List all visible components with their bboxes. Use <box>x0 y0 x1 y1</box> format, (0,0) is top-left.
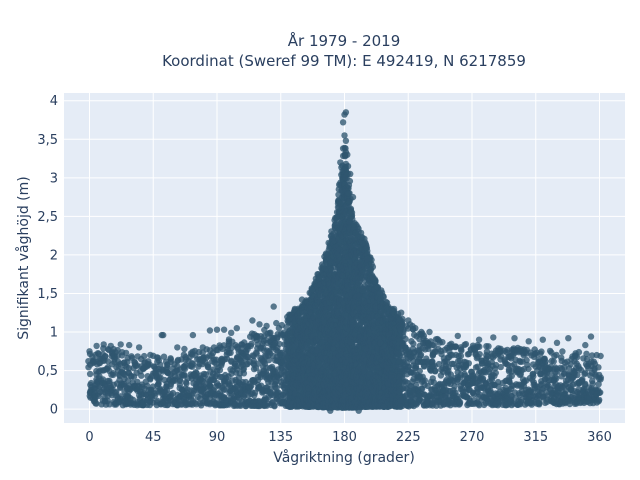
data-point <box>417 352 424 360</box>
data-point <box>439 339 446 346</box>
data-point <box>180 364 187 372</box>
data-point <box>461 370 468 378</box>
chart-title-line2: Koordinat (Sweref 99 TM): E 492419, N 62… <box>162 52 526 70</box>
data-point <box>101 353 109 360</box>
data-point <box>497 363 504 371</box>
data-points <box>85 109 604 414</box>
data-point <box>550 358 557 365</box>
data-point <box>458 347 465 354</box>
data-point <box>122 349 130 357</box>
data-point <box>525 365 532 373</box>
data-point <box>189 360 196 367</box>
data-point <box>183 380 190 387</box>
data-point <box>251 392 258 399</box>
data-point <box>447 371 455 378</box>
data-point <box>410 340 417 347</box>
data-point <box>157 361 164 368</box>
data-point <box>93 400 100 407</box>
data-point <box>423 355 430 362</box>
data-point <box>127 395 134 402</box>
data-point <box>412 381 420 389</box>
data-point <box>489 381 496 388</box>
data-point <box>559 348 566 355</box>
data-point <box>112 389 119 396</box>
data-point <box>416 367 423 375</box>
data-point <box>474 363 481 370</box>
data-point <box>218 355 225 362</box>
data-point <box>553 351 560 359</box>
data-point <box>248 340 255 347</box>
data-point <box>265 348 272 356</box>
data-point <box>110 370 117 377</box>
data-point <box>272 383 279 391</box>
data-point <box>267 329 274 336</box>
data-point <box>485 343 492 350</box>
data-point <box>206 382 213 389</box>
data-point <box>462 340 470 348</box>
data-point <box>240 370 248 377</box>
data-point <box>538 348 545 355</box>
data-point <box>452 343 459 351</box>
data-point <box>554 392 561 400</box>
data-point <box>86 370 94 378</box>
data-point <box>227 349 234 356</box>
data-point <box>552 374 559 381</box>
data-point <box>597 376 604 383</box>
data-point <box>432 367 439 374</box>
data-point <box>575 348 583 356</box>
data-point <box>160 353 168 360</box>
data-point <box>456 398 464 406</box>
data-point <box>476 402 483 409</box>
x-gridlines <box>89 93 600 423</box>
chart-title-line1: År 1979 - 2019 <box>288 31 401 50</box>
data-point <box>429 341 436 349</box>
data-point <box>476 343 483 350</box>
data-point <box>222 386 229 393</box>
data-point <box>204 363 211 370</box>
data-point <box>85 364 92 371</box>
data-point <box>542 358 549 365</box>
data-point <box>128 353 135 360</box>
data-point <box>465 360 472 367</box>
data-point <box>273 319 280 327</box>
data-point <box>452 389 459 396</box>
data-point <box>530 373 537 380</box>
data-point <box>495 383 502 390</box>
data-point <box>158 366 166 373</box>
data-point <box>235 374 243 381</box>
data-point <box>595 364 602 371</box>
data-point <box>199 377 206 385</box>
data-point <box>276 340 283 348</box>
data-point <box>596 396 603 404</box>
data-point <box>199 386 206 394</box>
data-point <box>517 370 524 378</box>
data-point <box>430 379 437 386</box>
data-point <box>510 351 517 358</box>
data-point <box>155 380 162 387</box>
data-point <box>141 352 148 360</box>
data-point <box>567 383 574 390</box>
data-point <box>588 352 596 359</box>
data-point <box>583 350 590 357</box>
data-point <box>476 351 483 358</box>
data-point <box>250 357 257 365</box>
data-point <box>595 381 602 388</box>
data-point <box>523 356 530 364</box>
data-point <box>457 352 465 360</box>
data-point <box>589 380 596 387</box>
data-point <box>421 377 428 384</box>
data-point <box>535 400 543 407</box>
data-point <box>597 389 604 396</box>
data-point <box>537 381 545 389</box>
data-point <box>265 356 273 364</box>
data-point <box>582 369 589 376</box>
